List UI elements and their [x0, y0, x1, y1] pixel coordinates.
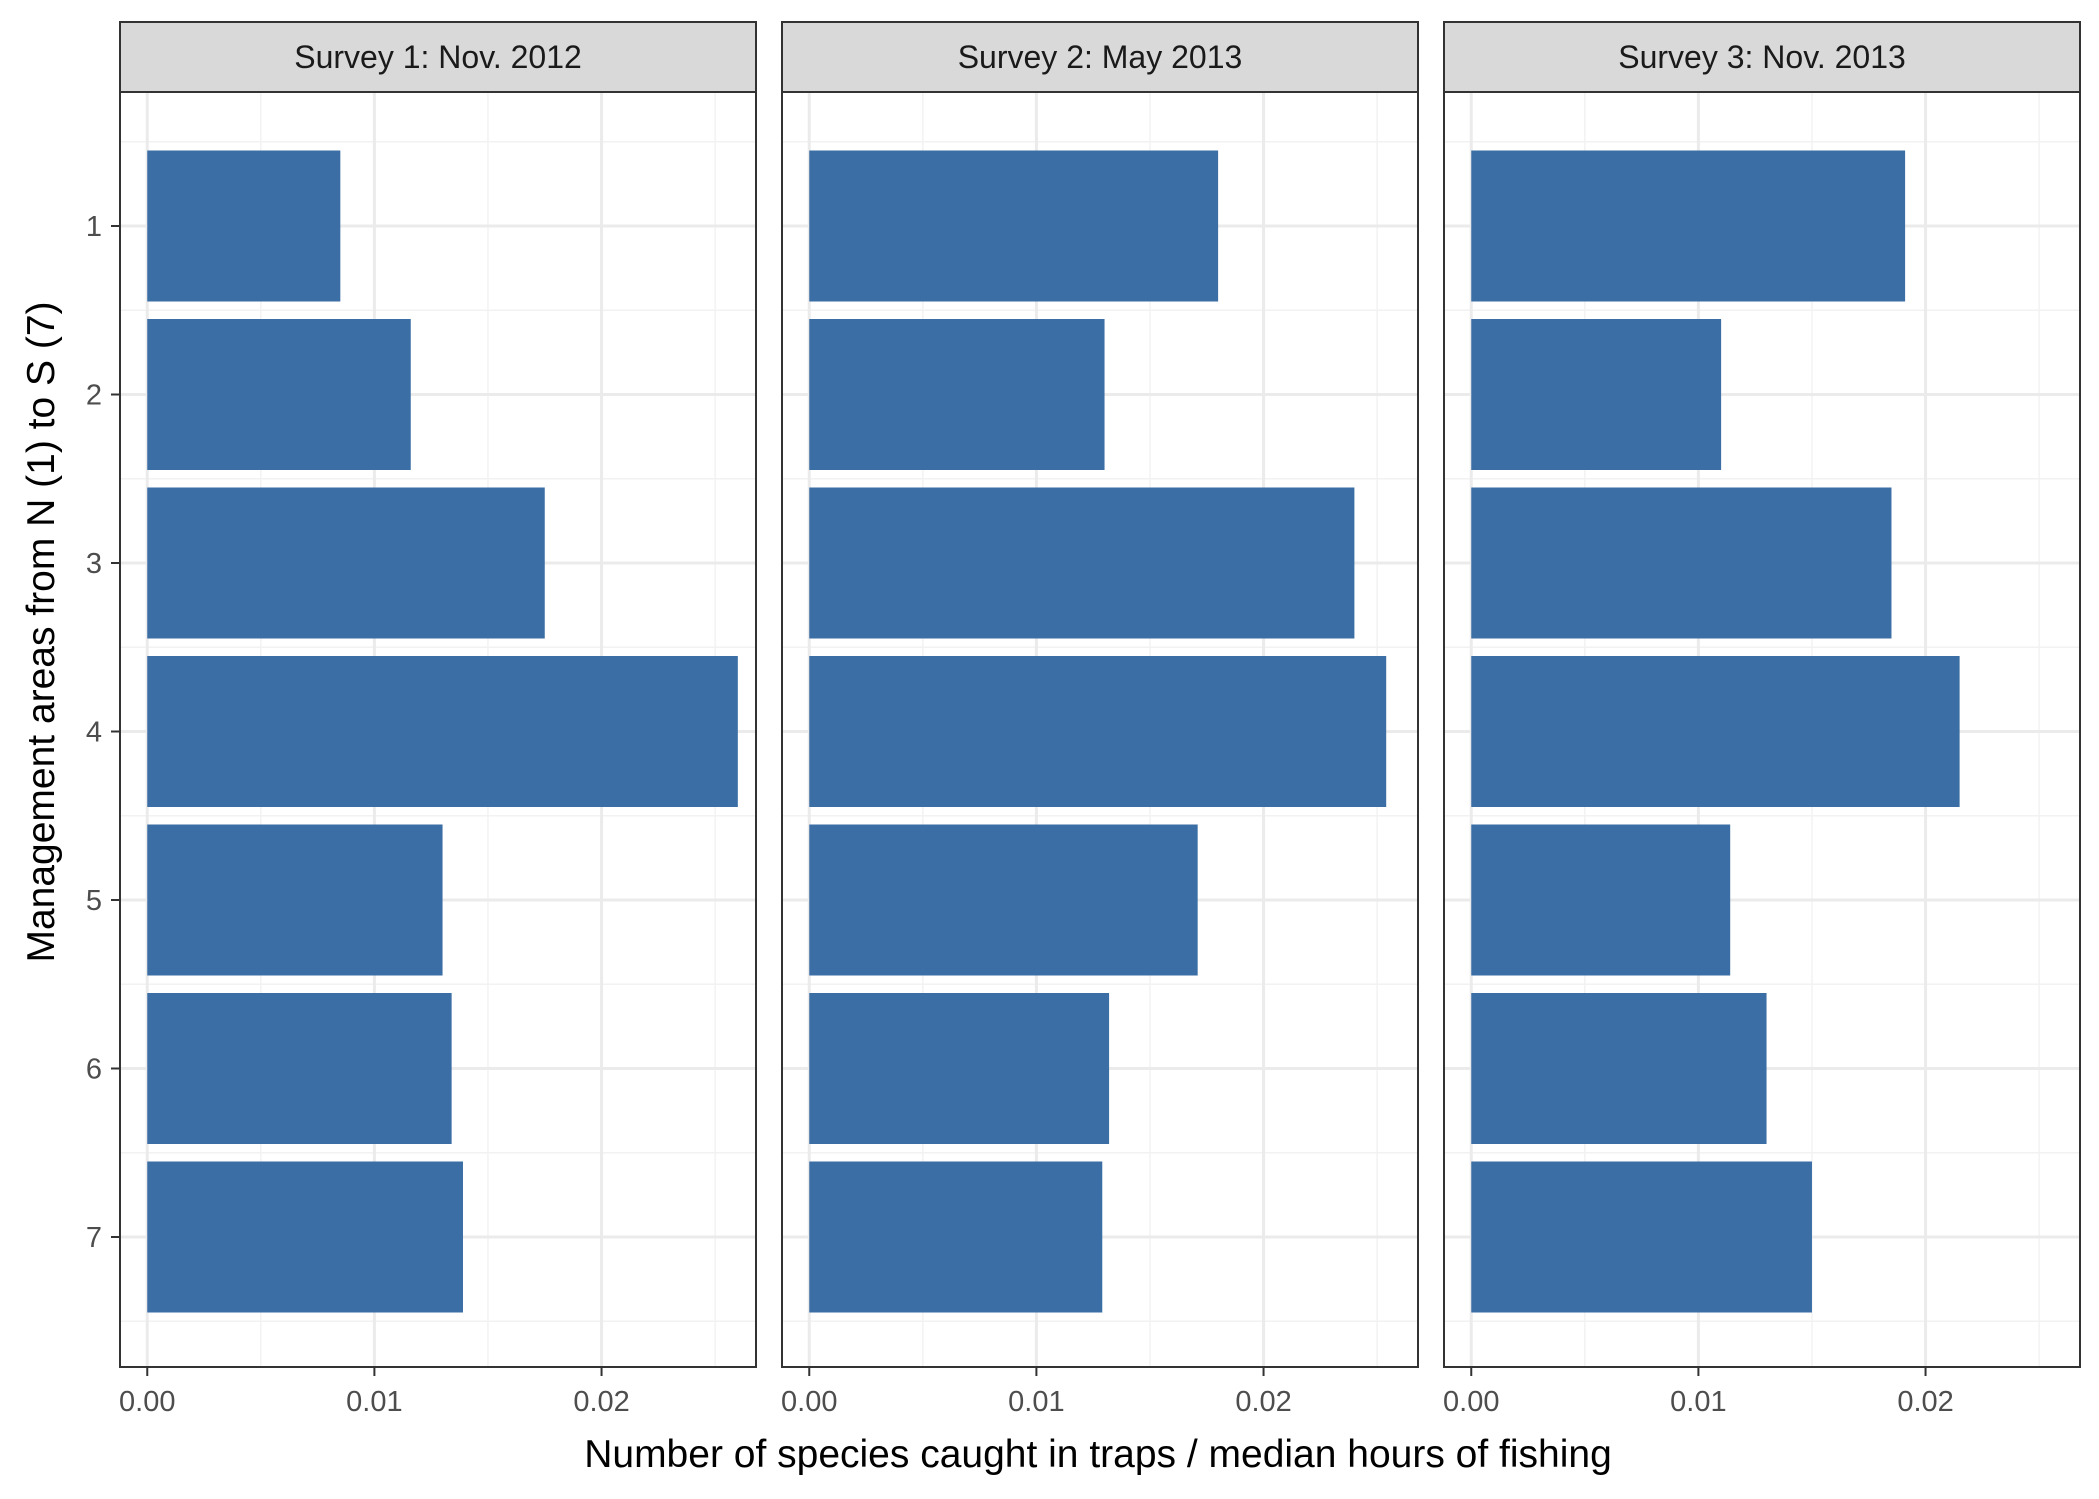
x-tick-label: 0.01 — [346, 1386, 402, 1418]
bar-survey3-area2 — [1471, 319, 1722, 470]
bar-survey2-area6 — [809, 993, 1110, 1144]
facet-panel-3: Survey 3: Nov. 2013 0.00 0.01 0.02 — [1443, 21, 2081, 1418]
y-tick-label: 1 — [86, 211, 102, 243]
bar-survey2-area5 — [809, 824, 1198, 976]
facet-panel-2: Survey 2: May 2013 0.00 0.01 0.02 — [781, 21, 1419, 1418]
x-tick-label: 0.02 — [1235, 1386, 1291, 1418]
bar-survey3-area7 — [1471, 1161, 1812, 1313]
y-tick-label: 2 — [86, 380, 102, 412]
facet-strip-label: Survey 1: Nov. 2012 — [294, 39, 582, 75]
y-tick-label: 3 — [86, 548, 102, 580]
bar-survey2-area2 — [809, 319, 1105, 470]
facet-strip — [781, 21, 1419, 93]
bar-survey2-area7 — [809, 1161, 1103, 1313]
bar-survey1-area6 — [147, 993, 452, 1144]
y-tick-label: 7 — [86, 1222, 102, 1254]
y-axis: 1 2 3 4 5 6 7 — [86, 211, 120, 1254]
x-tick-label: 0.01 — [1008, 1386, 1064, 1418]
bar-survey3-area1 — [1471, 150, 1906, 302]
facet-panel-1: Survey 1: Nov. 2012 0.00 0.01 0.02 — [119, 21, 757, 1418]
facet-strip-label: Survey 2: May 2013 — [958, 39, 1243, 75]
bar-survey1-area7 — [147, 1161, 463, 1313]
y-tick-label: 6 — [86, 1054, 102, 1086]
x-tick-label: 0.00 — [781, 1386, 837, 1418]
bar-survey2-area3 — [809, 487, 1355, 639]
bar-survey1-area4 — [147, 656, 738, 807]
x-tick-label: 0.02 — [1897, 1386, 1953, 1418]
bar-survey1-area2 — [147, 319, 411, 470]
bar-survey1-area5 — [147, 824, 443, 976]
bar-survey2-area4 — [809, 656, 1387, 807]
bar-survey3-area5 — [1471, 824, 1731, 976]
y-tick-label: 5 — [86, 885, 102, 917]
x-tick-label: 0.02 — [573, 1386, 629, 1418]
bar-survey1-area3 — [147, 487, 545, 639]
bar-survey3-area3 — [1471, 487, 1892, 639]
bar-survey3-area4 — [1471, 656, 1960, 807]
x-axis-title: Number of species caught in traps / medi… — [584, 1433, 1612, 1476]
facet-strip — [1443, 21, 2081, 93]
y-tick-label: 4 — [86, 717, 102, 749]
bar-survey1-area1 — [147, 150, 341, 302]
x-tick-label: 0.00 — [1443, 1386, 1499, 1418]
facet-strip-label: Survey 3: Nov. 2013 — [1618, 39, 1906, 75]
x-tick-label: 0.00 — [119, 1386, 175, 1418]
facet-strip — [119, 21, 757, 93]
bar-survey3-area6 — [1471, 993, 1767, 1144]
bar-survey2-area1 — [809, 150, 1219, 302]
x-tick-label: 0.01 — [1670, 1386, 1726, 1418]
y-axis-title: Management areas from N (1) to S (7) — [20, 301, 63, 962]
